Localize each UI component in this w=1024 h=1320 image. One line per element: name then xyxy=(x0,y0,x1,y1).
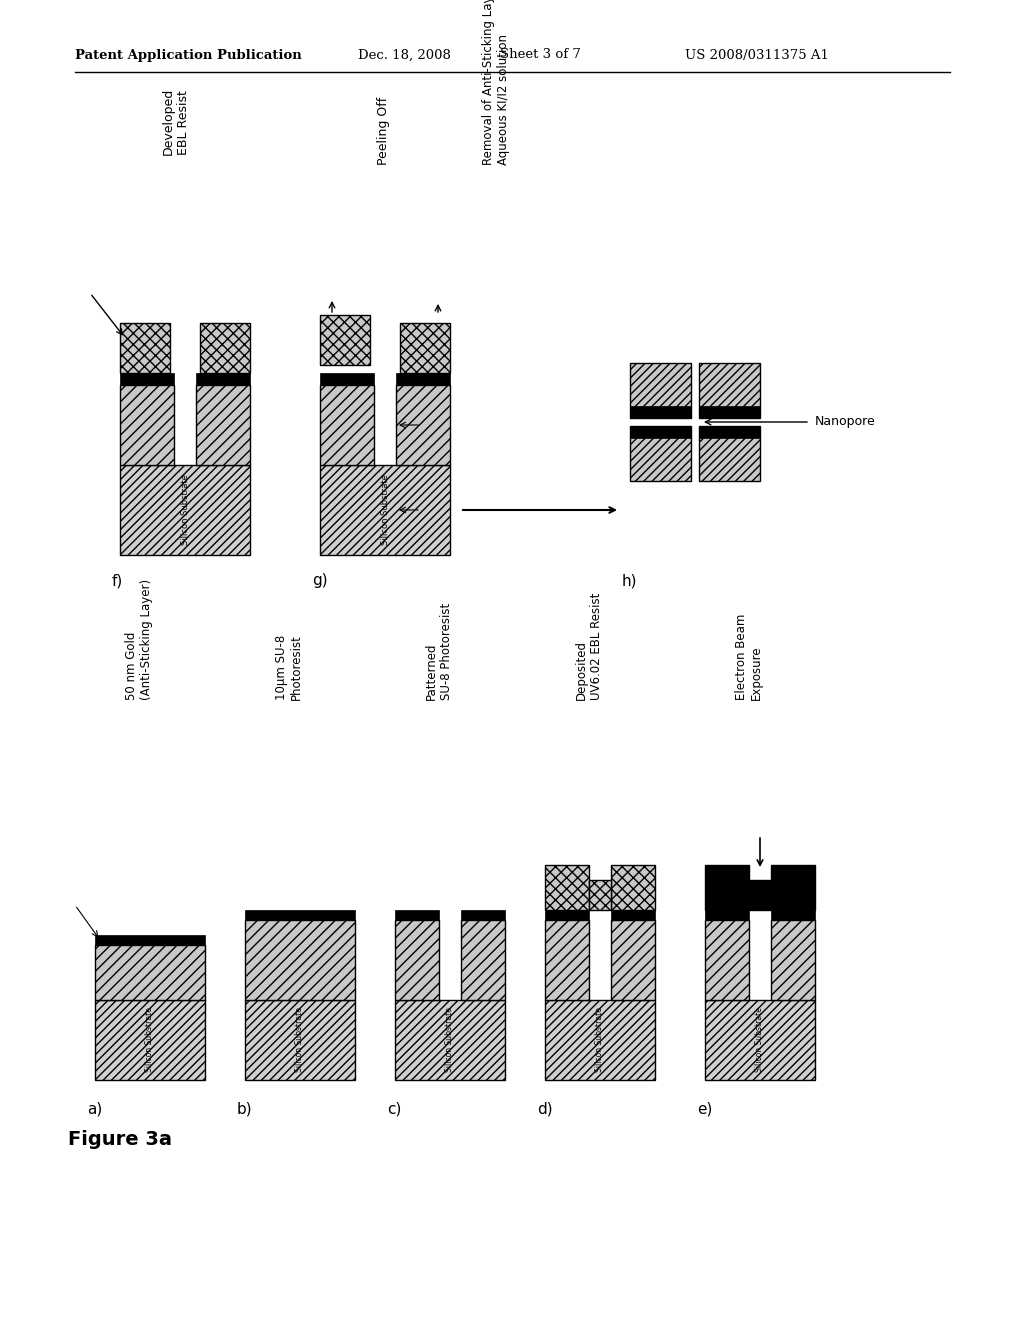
Text: Patterned
SU-8 Photoresist: Patterned SU-8 Photoresist xyxy=(425,603,453,700)
Bar xyxy=(611,920,655,1001)
Text: Dec. 18, 2008: Dec. 18, 2008 xyxy=(358,49,451,62)
Bar xyxy=(705,1001,815,1080)
Text: c): c) xyxy=(387,1102,401,1117)
Bar xyxy=(245,920,355,1001)
Text: f): f) xyxy=(112,573,123,587)
Bar xyxy=(545,920,589,1001)
Bar xyxy=(120,323,170,374)
Text: 10μm SU-8
Photoresist: 10μm SU-8 Photoresist xyxy=(275,634,303,700)
Text: Developed
EBL Resist: Developed EBL Resist xyxy=(162,87,190,154)
Bar xyxy=(705,865,749,909)
Bar xyxy=(611,865,655,909)
Bar xyxy=(245,909,355,920)
Bar xyxy=(461,920,505,1001)
Bar xyxy=(319,465,450,554)
Text: a): a) xyxy=(87,1102,102,1117)
Bar xyxy=(630,363,691,418)
Bar xyxy=(396,385,450,465)
Bar xyxy=(120,374,174,385)
Text: Patent Application Publication: Patent Application Publication xyxy=(75,49,302,62)
Bar xyxy=(95,935,205,945)
Bar xyxy=(705,920,749,1001)
Bar xyxy=(95,1001,205,1080)
Bar xyxy=(196,385,250,465)
Text: Electron Beam
Exposure: Electron Beam Exposure xyxy=(735,614,763,700)
Bar xyxy=(120,385,174,465)
Bar xyxy=(545,865,589,909)
Text: Silicon Substrate: Silicon Substrate xyxy=(756,1007,765,1072)
Bar xyxy=(749,880,771,909)
Text: Silicon Substrate: Silicon Substrate xyxy=(180,475,189,545)
Bar xyxy=(699,407,760,418)
Bar xyxy=(699,363,760,418)
Bar xyxy=(461,909,505,920)
Bar xyxy=(771,920,815,1001)
Bar xyxy=(395,909,439,920)
Bar xyxy=(319,385,374,465)
Text: Silicon Substrate: Silicon Substrate xyxy=(145,1007,155,1072)
Bar xyxy=(400,323,450,374)
Text: Silicon Substrate: Silicon Substrate xyxy=(381,475,389,545)
Bar xyxy=(699,426,760,438)
Text: 50 nm Gold
(Anti-Sticking Layer): 50 nm Gold (Anti-Sticking Layer) xyxy=(125,579,153,700)
Bar xyxy=(589,880,611,909)
Text: Figure 3a: Figure 3a xyxy=(68,1130,172,1148)
Text: Removal of Anti-Sticking Layer in
Aqueous KI/I2 solution: Removal of Anti-Sticking Layer in Aqueou… xyxy=(482,0,510,165)
Bar xyxy=(545,909,589,920)
Bar xyxy=(630,407,691,418)
Text: Deposited
UV6.02 EBL Resist: Deposited UV6.02 EBL Resist xyxy=(575,593,603,700)
Bar xyxy=(396,374,450,385)
Text: Nanopore: Nanopore xyxy=(815,416,876,429)
Bar xyxy=(545,1001,655,1080)
Bar xyxy=(611,909,655,920)
Bar xyxy=(319,374,374,385)
Bar xyxy=(395,1001,505,1080)
Text: Sheet 3 of 7: Sheet 3 of 7 xyxy=(500,49,581,62)
Bar xyxy=(699,426,760,480)
Bar xyxy=(319,315,370,366)
Text: b): b) xyxy=(237,1102,253,1117)
Text: Silicon Substrate: Silicon Substrate xyxy=(596,1007,604,1072)
Bar xyxy=(245,1001,355,1080)
Text: Silicon Substrate: Silicon Substrate xyxy=(296,1007,304,1072)
Text: h): h) xyxy=(622,573,638,587)
Text: US 2008/0311375 A1: US 2008/0311375 A1 xyxy=(685,49,828,62)
Text: g): g) xyxy=(312,573,328,587)
Bar xyxy=(200,323,250,374)
Bar xyxy=(120,465,250,554)
Text: d): d) xyxy=(537,1102,553,1117)
Bar xyxy=(771,865,815,909)
Text: e): e) xyxy=(697,1102,713,1117)
Text: Peeling Off: Peeling Off xyxy=(377,96,390,165)
Bar xyxy=(630,426,691,480)
Text: Silicon Substrate: Silicon Substrate xyxy=(445,1007,455,1072)
Bar xyxy=(196,374,250,385)
Bar xyxy=(95,945,205,1001)
Bar xyxy=(630,426,691,438)
Bar xyxy=(395,920,439,1001)
Bar xyxy=(771,909,815,920)
Bar xyxy=(705,909,749,920)
